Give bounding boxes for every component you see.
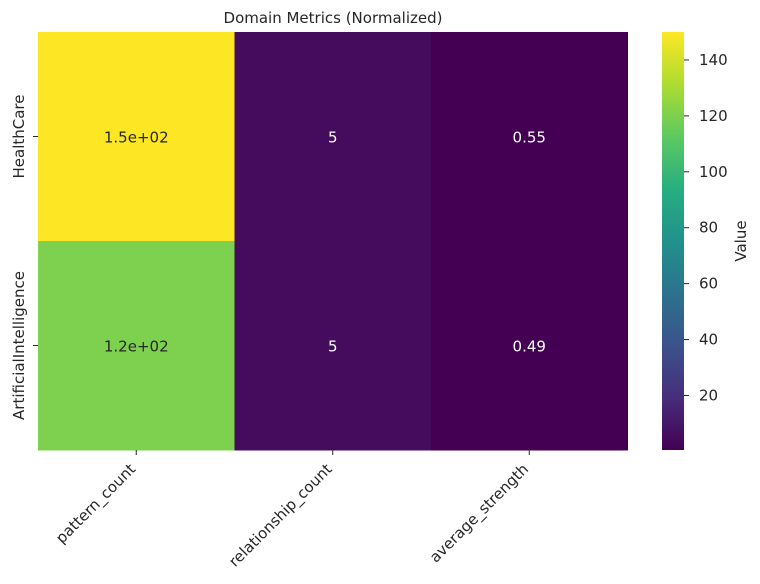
cell-value-label: 1.2e+02 — [104, 338, 169, 356]
colorbar-tick-label: 40 — [699, 331, 718, 349]
heatmap-cell — [431, 32, 628, 242]
colorbar-tick-label: 120 — [699, 107, 728, 125]
colorbar-tick-label: 60 — [699, 275, 718, 293]
colorbar-label: Value — [732, 220, 750, 261]
cell-value-label: 5 — [328, 129, 338, 147]
colorbar-tick-label: 20 — [699, 386, 718, 404]
colorbar — [662, 32, 684, 450]
heatmap-cell — [38, 241, 235, 451]
heatmap-cells — [38, 32, 628, 451]
cell-value-label: 0.55 — [513, 129, 546, 147]
heatmap-cell — [234, 241, 432, 451]
heatmap-cell-labels: 1.5e+02 5 0.55 1.2e+02 5 0.49 — [104, 129, 546, 356]
y-tick-label: HealthCare — [10, 95, 28, 179]
heatmap-cell — [38, 32, 235, 242]
cell-value-label: 0.49 — [513, 338, 546, 356]
cell-value-label: 1.5e+02 — [104, 129, 169, 147]
colorbar-tick-label: 100 — [699, 163, 728, 181]
colorbar-tick-label: 80 — [699, 219, 718, 237]
chart-title: Domain Metrics (Normalized) — [224, 9, 443, 27]
heatmap-cell — [234, 32, 432, 242]
heatmap-cell — [431, 241, 628, 451]
y-axis: HealthCare ArtificialIntelligence — [10, 95, 38, 420]
colorbar-tick-label: 140 — [699, 51, 728, 69]
colorbar-ticks: 20 40 60 80 100 120 140 — [684, 51, 728, 404]
cell-value-label: 5 — [328, 338, 338, 356]
y-tick-label: ArtificialIntelligence — [10, 271, 28, 420]
